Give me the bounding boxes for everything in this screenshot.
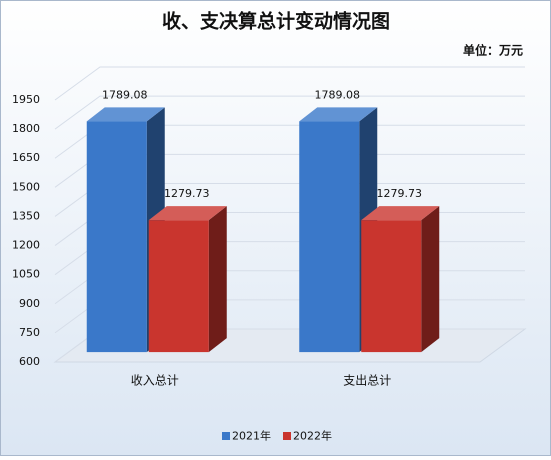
bar-top [299,107,378,122]
bar [361,220,422,353]
y-tick-label: 1950 [12,93,40,106]
legend-label: 2021年 [232,429,271,443]
y-tick-label: 1050 [12,268,40,281]
y-tick-label: 1350 [12,209,40,222]
bar-top [86,107,165,122]
y-tick-label: 750 [19,326,40,339]
legend-label: 2022年 [293,429,332,443]
grid-line [54,95,525,130]
y-tick-label: 1500 [12,180,40,193]
y-tick-label: 1650 [12,151,40,164]
bar-side [421,206,440,353]
grid-line [54,66,525,101]
x-tick-label: 收入总计 [131,374,179,388]
value-label: 1789.08 [315,88,361,101]
legend-swatch [283,432,291,440]
legend-swatch [222,432,230,440]
bar [148,220,209,353]
bar [299,121,360,353]
value-label: 1279.73 [164,187,210,200]
plot-area: 600 750 900 1050 1200 1350 1500 1650 1800 1950 收入总… [12,66,527,443]
bar-top [361,206,440,221]
value-label: 1279.73 [377,187,423,200]
chart-title: 收、支决算总计变动情况图 [162,10,390,33]
bar-top [148,206,227,221]
x-tick-label: 支出总计 [343,374,391,388]
y-tick-label: 600 [19,355,40,368]
y-tick-label: 1200 [12,239,40,252]
bar [86,121,147,353]
value-label: 1789.08 [102,88,148,101]
unit-label: 单位：万元 [463,43,523,58]
y-tick-label: 900 [19,297,40,310]
bar-side [208,206,227,353]
y-tick-label: 1800 [12,122,40,135]
